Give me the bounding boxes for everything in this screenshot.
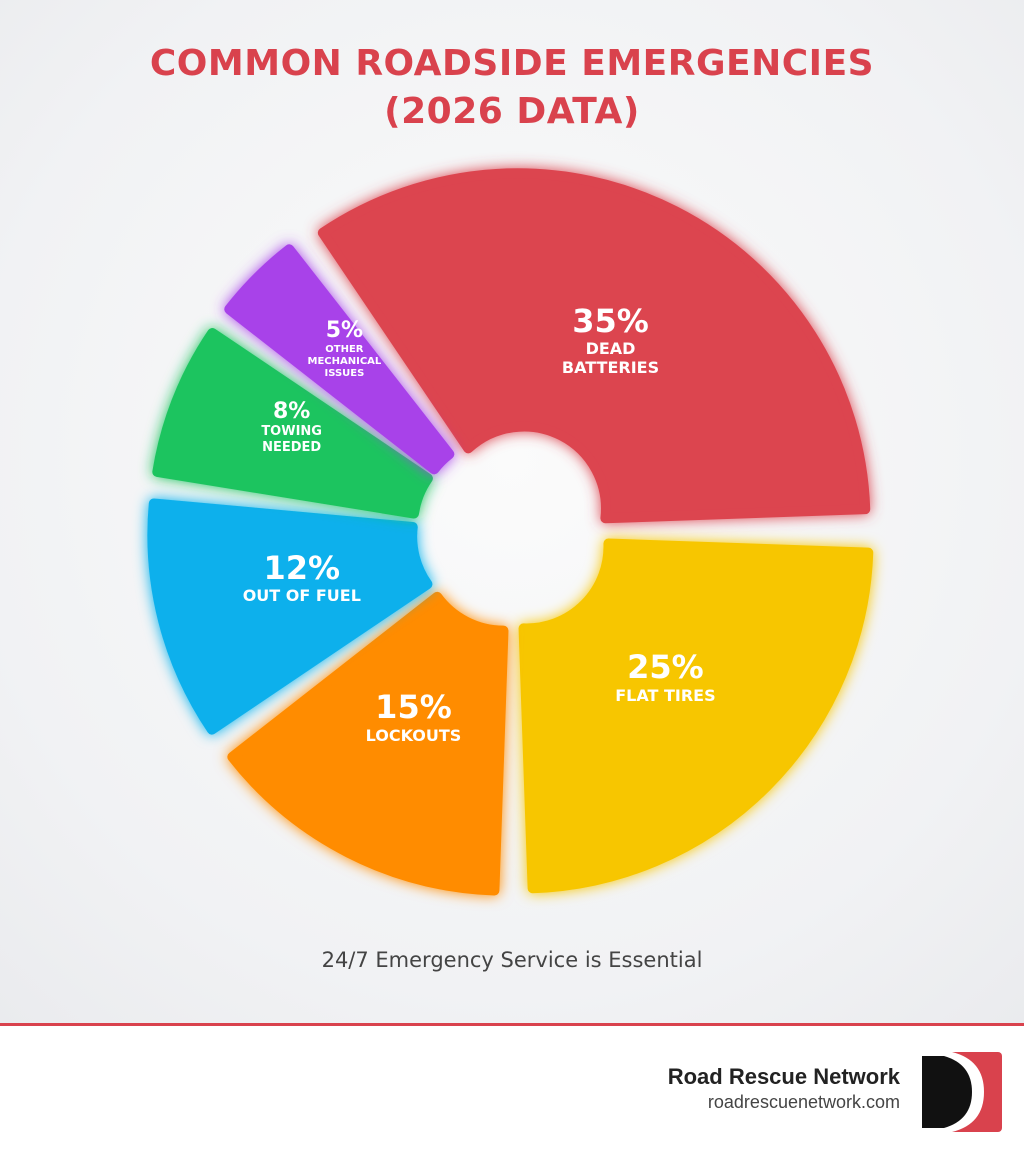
label-box: 12% OUT OF FUEL: [227, 551, 377, 605]
label-box: 5% OTHER MECHANICAL ISSUES: [294, 319, 394, 379]
value-label: 35%: [572, 303, 649, 340]
slice-label: 8%TOWING NEEDED: [242, 400, 342, 455]
label-box: 35% DEAD BATTERIES: [536, 304, 686, 378]
category-label: OUT OF FUEL: [242, 586, 361, 606]
value-label: 8%: [272, 399, 311, 424]
brand-name: Road Rescue Network: [667, 1064, 900, 1089]
category-label: LOCKOUTS: [365, 725, 462, 745]
divider: [0, 1023, 1024, 1026]
chart-title: COMMON ROADSIDE EMERGENCIES (2026 DATA): [149, 43, 875, 132]
slice: [317, 168, 871, 524]
label-box: 8% TOWING NEEDED: [242, 400, 342, 455]
brand: Road Rescue Network roadrescuenetwork.co…: [668, 1064, 900, 1113]
slice-label: 12%OUT OF FUEL: [227, 551, 377, 605]
value-label: 12%: [263, 550, 341, 587]
value-label: 15%: [375, 690, 452, 727]
slice: [152, 327, 433, 519]
slice-label: 15%LOCKOUTS: [338, 690, 488, 744]
category-label: TOWING NEEDED: [261, 423, 322, 455]
slice-label: 35%DEAD BATTERIES: [536, 304, 686, 378]
value-label: 25%: [627, 650, 704, 687]
category-label: OTHER MECHANICAL ISSUES: [307, 343, 382, 379]
brand-url: roadrescuenetwork.com: [707, 1092, 900, 1112]
logo: [922, 1052, 1002, 1132]
slice: [518, 538, 874, 894]
label-box: 25% FLAT TIRES: [590, 650, 740, 704]
tagline: 24/7 Emergency Service is Essential: [321, 948, 703, 972]
category-label: DEAD BATTERIES: [561, 338, 660, 378]
slice: [224, 244, 455, 475]
slice: [147, 498, 433, 735]
label-box: 15% LOCKOUTS: [338, 690, 488, 744]
slice-label: 25%FLAT TIRES: [590, 650, 740, 704]
category-label: FLAT TIRES: [615, 685, 716, 705]
value-label: 5%: [325, 319, 364, 344]
slice-label: 5%OTHER MECHANICAL ISSUES: [294, 319, 394, 379]
slice: [227, 591, 509, 896]
chart: 35%DEAD BATTERIES 25%FLAT TIRES 15%LOCKOUT…: [147, 168, 874, 896]
